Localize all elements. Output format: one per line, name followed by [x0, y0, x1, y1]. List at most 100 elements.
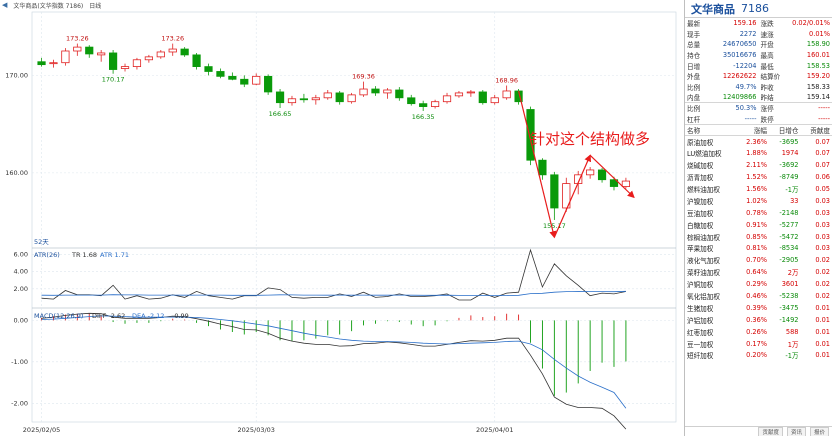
list-change: 0.26%	[746, 327, 768, 336]
list-name: 沪镍加权	[687, 197, 714, 206]
quote-label: 比例	[687, 83, 701, 92]
quote-value: 12262622	[722, 72, 757, 81]
list-row[interactable]: 沪铝加权 0.36% -1492 0.01	[685, 314, 832, 326]
quote-table: 最新 159.16 涨跌 0.02/0.01% 现手 2272 速涨 0.01% 总量 24670…	[685, 18, 832, 124]
list-name: 氧化铝加权	[687, 292, 720, 301]
macd-diff-line	[41, 312, 627, 430]
list-row[interactable]: 豆油加权 0.78% -2148 0.03	[685, 207, 832, 219]
quote-label: 结算价	[760, 73, 781, 82]
macd-tick-label: 0.00	[14, 316, 28, 324]
list-contribution: 0.01	[815, 303, 830, 312]
quote-row: 总量 24670650 开盘 158.90	[685, 39, 832, 50]
list-header-row: 名称 涨幅 日增仓 贡献度	[685, 124, 832, 136]
list-header[interactable]: 涨幅	[736, 124, 770, 136]
extreme-price-label: 173.26	[66, 35, 89, 43]
list-row[interactable]: 烧碱加权 2.11% -3692 0.07	[685, 159, 832, 171]
list-row[interactable]: 豆一加权 0.17% 1万 0.01	[685, 338, 832, 350]
chart-titlebar: ◀ 文华商品(文华指数 7186) 日线	[0, 0, 684, 10]
list-row[interactable]: 菜籽油加权 0.64% 2万 0.02	[685, 266, 832, 278]
list-oi-change: -1万	[785, 185, 799, 194]
list-oi-change: -5238	[779, 291, 799, 300]
list-name: 苹果加权	[687, 245, 714, 254]
list-oi-change: -1万	[785, 352, 799, 361]
list-row[interactable]: 短纤加权 0.20% -1万 0.01	[685, 349, 832, 361]
quote-value: 0.02/0.01%	[792, 19, 830, 28]
quote-value: -12204	[733, 61, 757, 70]
chart-area[interactable]: 2025/02/05 2025/03/03 2025/04/01 170.00 160.…	[0, 0, 684, 436]
quote-value: 158.33	[806, 82, 830, 91]
list-header[interactable]: 贡献度	[800, 124, 832, 136]
candle-body	[120, 66, 130, 69]
candle-body	[275, 91, 285, 104]
list-contribution: 0.03	[815, 232, 830, 241]
list-row[interactable]: 燃料油加权 1.56% -1万 0.05	[685, 183, 832, 195]
list-oi-change: -3695	[779, 137, 799, 146]
quote-value: 159.14	[806, 93, 830, 102]
list-row[interactable]: LU燃油加权 1.88% 1974 0.07	[685, 147, 832, 159]
quote-value: 49.7%	[735, 82, 757, 91]
quote-row: 现手 2272 速涨 0.01%	[685, 29, 832, 40]
atr-tick-label: 4.00	[14, 268, 28, 276]
list-row[interactable]: 红枣加权 0.26% 588 0.01	[685, 326, 832, 338]
list-contribution: 0.01	[815, 339, 830, 348]
candle-body	[240, 78, 249, 85]
list-row[interactable]: 生猪加权 0.39% -3475 0.01	[685, 302, 832, 314]
list-change: 0.39%	[746, 303, 768, 312]
date-label: 2025/02/05	[23, 426, 60, 434]
candle-body	[454, 92, 464, 97]
panel-tabs: 贡献度 资讯 报价	[685, 426, 832, 436]
list-oi-change: 3601	[781, 280, 799, 289]
quote-header: 文华商品 7186	[685, 0, 832, 18]
list-name: 菜籽油加权	[687, 269, 720, 278]
list-header[interactable]: 名称	[685, 124, 737, 136]
quote-value: -----	[818, 104, 830, 113]
list-change: 0.29%	[746, 280, 768, 289]
candle-body	[395, 89, 404, 99]
list-contribution: 0.02	[815, 268, 830, 277]
chart-period[interactable]: 日线	[89, 2, 102, 10]
list-row[interactable]: 液化气加权 0.70% -2905 0.02	[685, 254, 832, 266]
back-arrow-icon[interactable]: ◀	[2, 1, 8, 9]
quote-value: 158.90	[806, 40, 830, 49]
quote-panel: 文华商品 7186 最新 159.16 涨跌 0.02/0.01% 现手 2272 速涨 0.…	[684, 0, 832, 436]
plot-frame	[31, 11, 677, 423]
macd-tick-label: -1.00	[11, 358, 28, 366]
list-row[interactable]: 氧化铝加权 0.46% -5238 0.02	[685, 290, 832, 302]
tab-0[interactable]: 贡献度	[758, 426, 783, 436]
quote-label: 涨停	[760, 105, 774, 114]
kline-chart[interactable]: 2025/02/05 2025/03/03 2025/04/01 170.00 160.…	[0, 0, 684, 436]
quote-label: 持仓	[687, 52, 701, 61]
list-row[interactable]: 棕榈油加权 0.85% -5472 0.03	[685, 231, 832, 243]
macd-legend-dea: DEA -2.12	[132, 312, 164, 320]
tab-1[interactable]: 资讯	[786, 426, 806, 436]
candle-body	[180, 48, 189, 56]
atr-title: ATR(26)	[34, 251, 60, 259]
annotation-arrow	[517, 90, 557, 239]
candle-body	[61, 50, 70, 64]
list-change: 1.56%	[746, 184, 768, 193]
quote-value: -----	[744, 114, 757, 123]
macd-title: MACD(12,26,9)	[34, 312, 83, 320]
atr-legend-tr: TR 1.68	[71, 251, 97, 259]
tab-2[interactable]: 报价	[809, 426, 829, 436]
instrument-code: 7186	[741, 2, 769, 15]
list-row[interactable]: 沥青加权 1.52% -8749 0.06	[685, 171, 832, 183]
list-row[interactable]: 苹果加权 0.81% -8534 0.03	[685, 242, 832, 254]
list-change: 0.17%	[746, 339, 768, 348]
quote-value: 160.01	[806, 51, 830, 60]
list-header[interactable]: 日增仓	[769, 124, 801, 136]
list-name: 豆油加权	[687, 209, 714, 218]
candle-body	[562, 183, 571, 209]
list-row[interactable]: 白糖加权 0.91% -5277 0.03	[685, 219, 832, 231]
candle-body	[621, 180, 631, 187]
list-row[interactable]: 沪铜加权 0.29% 3601 0.02	[685, 278, 832, 290]
list-oi-change: 588	[785, 327, 799, 336]
list-row[interactable]: 原油加权 2.36% -3695 0.07	[685, 135, 832, 147]
candle-body	[168, 48, 177, 53]
list-name: 烧碱加权	[687, 162, 714, 171]
quote-label: 日增	[687, 62, 701, 71]
list-row[interactable]: 沪镍加权 1.02% 33 0.03	[685, 195, 832, 207]
quote-value: 2272	[739, 29, 757, 38]
list-change: 0.81%	[746, 244, 768, 253]
quote-value: 12409866	[722, 93, 757, 102]
